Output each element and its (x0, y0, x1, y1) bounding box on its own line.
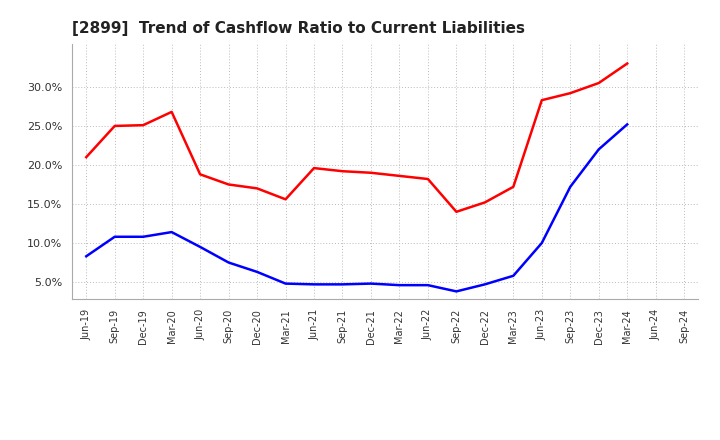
Operating CF to Current Liabilities (423, 176, 432, 182)
Free CF to Current Liabilities (110, 234, 119, 239)
Operating CF to Current Liabilities (196, 172, 204, 177)
Operating CF to Current Liabilities (595, 81, 603, 86)
Free CF to Current Liabilities (537, 240, 546, 246)
Free CF to Current Liabilities (395, 282, 404, 288)
Free CF to Current Liabilities (509, 273, 518, 279)
Operating CF to Current Liabilities (338, 169, 347, 174)
Free CF to Current Liabilities (82, 253, 91, 259)
Operating CF to Current Liabilities (395, 173, 404, 179)
Free CF to Current Liabilities (366, 281, 375, 286)
Legend: Operating CF to Current Liabilities, Free CF to Current Liabilities: Operating CF to Current Liabilities, Fre… (131, 438, 639, 440)
Free CF to Current Liabilities (480, 282, 489, 287)
Operating CF to Current Liabilities (566, 91, 575, 96)
Operating CF to Current Liabilities (82, 154, 91, 160)
Free CF to Current Liabilities (282, 281, 290, 286)
Free CF to Current Liabilities (225, 260, 233, 265)
Free CF to Current Liabilities (595, 147, 603, 152)
Free CF to Current Liabilities (566, 184, 575, 190)
Operating CF to Current Liabilities (623, 61, 631, 66)
Operating CF to Current Liabilities (537, 98, 546, 103)
Line: Free CF to Current Liabilities: Free CF to Current Liabilities (86, 125, 627, 291)
Operating CF to Current Liabilities (225, 182, 233, 187)
Operating CF to Current Liabilities (167, 109, 176, 114)
Operating CF to Current Liabilities (139, 122, 148, 128)
Operating CF to Current Liabilities (480, 200, 489, 205)
Operating CF to Current Liabilities (509, 184, 518, 190)
Operating CF to Current Liabilities (452, 209, 461, 214)
Text: [2899]  Trend of Cashflow Ratio to Current Liabilities: [2899] Trend of Cashflow Ratio to Curren… (72, 21, 525, 36)
Free CF to Current Liabilities (338, 282, 347, 287)
Operating CF to Current Liabilities (282, 197, 290, 202)
Free CF to Current Liabilities (253, 269, 261, 275)
Free CF to Current Liabilities (167, 229, 176, 235)
Line: Operating CF to Current Liabilities: Operating CF to Current Liabilities (86, 63, 627, 212)
Free CF to Current Liabilities (452, 289, 461, 294)
Free CF to Current Liabilities (139, 234, 148, 239)
Operating CF to Current Liabilities (110, 123, 119, 128)
Free CF to Current Liabilities (623, 122, 631, 127)
Free CF to Current Liabilities (423, 282, 432, 288)
Operating CF to Current Liabilities (366, 170, 375, 176)
Operating CF to Current Liabilities (310, 165, 318, 171)
Free CF to Current Liabilities (310, 282, 318, 287)
Free CF to Current Liabilities (196, 244, 204, 249)
Operating CF to Current Liabilities (253, 186, 261, 191)
